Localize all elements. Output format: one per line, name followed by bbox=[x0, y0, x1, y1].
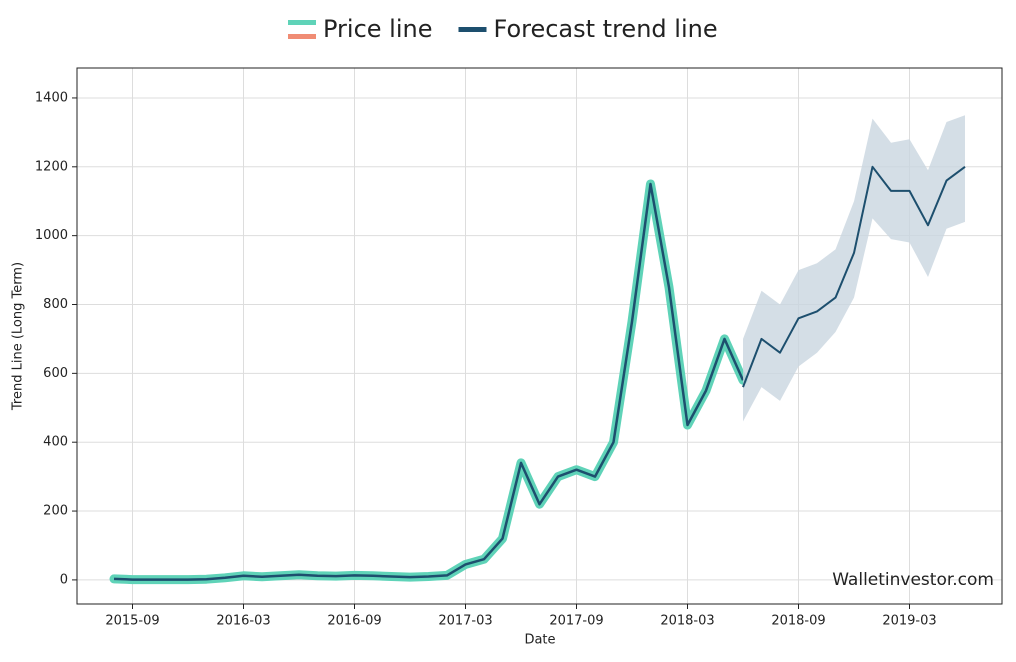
y-tick-label: 800 bbox=[43, 297, 68, 312]
y-tick-label: 1400 bbox=[35, 90, 68, 105]
x-tick-label: 2018-09 bbox=[771, 614, 825, 629]
y-tick-label: 600 bbox=[43, 366, 68, 381]
x-tick-label: 2015-09 bbox=[105, 614, 159, 629]
x-tick-label: 2019-03 bbox=[882, 614, 936, 629]
x-tick-label: 2017-03 bbox=[438, 614, 492, 629]
legend-label: Forecast trend line bbox=[494, 15, 718, 43]
price-line bbox=[109, 179, 748, 585]
x-axis-label: Date bbox=[524, 633, 555, 648]
y-tick-label: 1200 bbox=[35, 159, 68, 174]
price-inner-line bbox=[113, 182, 745, 581]
confidence-band bbox=[743, 115, 965, 422]
y-tick-label: 200 bbox=[43, 504, 68, 519]
x-tick-label: 2016-09 bbox=[327, 614, 381, 629]
watermark: Walletinvestor.com bbox=[832, 570, 994, 590]
y-tick-label: 400 bbox=[43, 435, 68, 450]
legend-swatch bbox=[288, 20, 316, 25]
x-tick-label: 2017-09 bbox=[549, 614, 603, 629]
y-axis-label: Trend Line (Long Term) bbox=[11, 262, 26, 411]
legend-swatch bbox=[288, 34, 316, 39]
plot-frame bbox=[76, 67, 1003, 605]
x-tick-label: 2016-03 bbox=[216, 614, 270, 629]
forecast-line bbox=[742, 165, 966, 388]
y-tick-label: 0 bbox=[60, 572, 68, 587]
y-tick-label: 1000 bbox=[35, 228, 68, 243]
legend-label: Price line bbox=[323, 15, 433, 43]
legend-swatch bbox=[458, 27, 487, 32]
x-tick-label: 2018-03 bbox=[660, 614, 714, 629]
